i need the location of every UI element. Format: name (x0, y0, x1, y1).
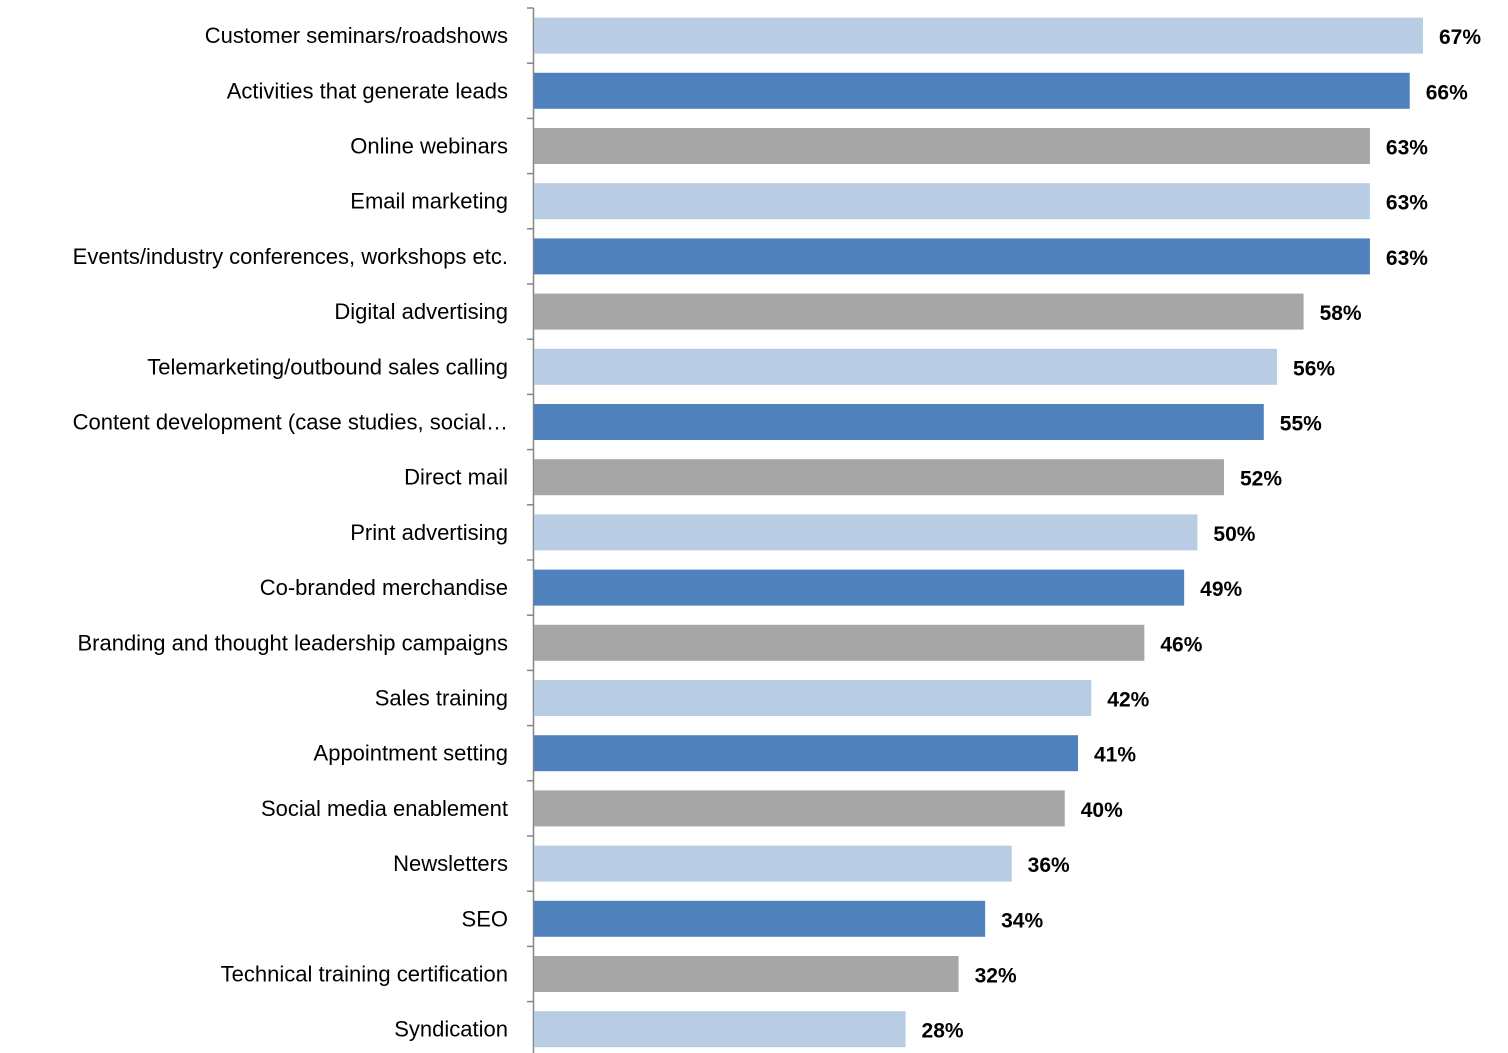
bar (534, 956, 959, 992)
category-label: Co-branded merchandise (260, 575, 508, 600)
data-label: 36% (1028, 854, 1070, 877)
data-label: 52% (1240, 468, 1282, 491)
category-label: Technical training certification (221, 962, 508, 987)
category-label: Email marketing (350, 189, 508, 214)
data-label: 32% (975, 965, 1017, 988)
data-label: 66% (1426, 81, 1468, 104)
bar (534, 790, 1065, 827)
category-label: Sales training (375, 686, 508, 711)
bar (534, 514, 1198, 551)
bar (534, 680, 1092, 716)
data-label: 28% (922, 1020, 964, 1043)
category-label: Direct mail (404, 465, 508, 490)
bar (534, 459, 1224, 496)
bar (534, 183, 1370, 220)
bar (534, 293, 1304, 330)
category-label: Print advertising (350, 520, 508, 545)
category-label: Newsletters (393, 851, 508, 876)
bar (534, 238, 1370, 275)
bar (534, 900, 986, 937)
bar (534, 624, 1145, 661)
data-label: 58% (1320, 302, 1362, 325)
data-label: 63% (1386, 192, 1428, 215)
data-label: 46% (1160, 633, 1202, 656)
category-label: Digital advertising (334, 299, 508, 324)
data-label: 41% (1094, 744, 1136, 767)
category-label: Telemarketing/outbound sales calling (147, 354, 508, 379)
bar (534, 348, 1278, 385)
bar (534, 735, 1079, 772)
data-label: 40% (1081, 799, 1123, 822)
data-label: 42% (1107, 689, 1149, 712)
category-label: Branding and thought leadership campaign… (77, 630, 508, 655)
bar (534, 1011, 906, 1048)
bar (534, 72, 1410, 109)
bar (534, 404, 1264, 440)
bar (534, 17, 1423, 54)
bar (534, 569, 1185, 606)
category-label: SEO (462, 906, 508, 931)
data-label: 56% (1293, 357, 1335, 380)
category-label: Online webinars (350, 134, 508, 159)
category-label: Activities that generate leads (227, 78, 508, 103)
category-label: Customer seminars/roadshows (205, 23, 508, 48)
category-label: Content development (case studies, socia… (73, 410, 508, 435)
data-label: 63% (1386, 247, 1428, 270)
bar (534, 845, 1012, 882)
data-label: 63% (1386, 137, 1428, 160)
category-label: Events/industry conferences, workshops e… (73, 244, 508, 269)
data-label: 34% (1001, 909, 1043, 932)
data-label: 50% (1213, 523, 1255, 546)
category-label: Syndication (394, 1017, 508, 1042)
data-label: 55% (1280, 413, 1322, 436)
bar (534, 128, 1370, 164)
data-label: 49% (1200, 578, 1242, 601)
category-label: Appointment setting (314, 741, 508, 766)
data-label: 67% (1439, 26, 1481, 49)
category-label: Social media enablement (261, 796, 508, 821)
